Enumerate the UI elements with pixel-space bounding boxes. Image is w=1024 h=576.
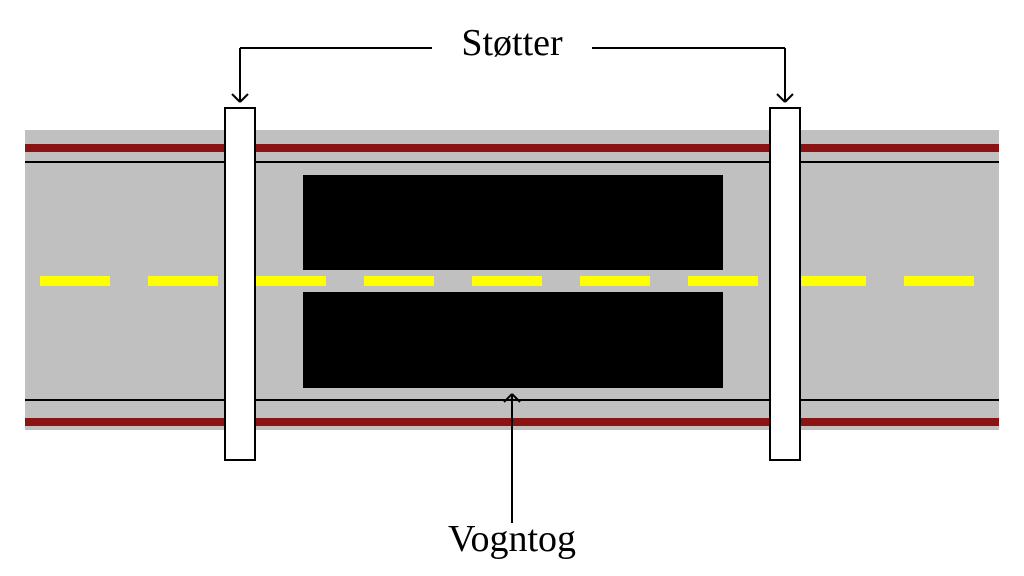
arrow-head bbox=[232, 94, 240, 102]
label-supports: Støtter bbox=[461, 22, 563, 64]
arrow-head bbox=[240, 94, 248, 102]
center-dash bbox=[364, 276, 434, 286]
vehicle-upper bbox=[303, 175, 723, 270]
center-dash bbox=[688, 276, 758, 286]
center-dash bbox=[796, 276, 866, 286]
arrow-head bbox=[777, 94, 785, 102]
center-dash bbox=[904, 276, 974, 286]
center-dash bbox=[40, 276, 110, 286]
support-left bbox=[225, 108, 255, 460]
center-dash bbox=[148, 276, 218, 286]
vehicle-lower bbox=[303, 292, 723, 388]
edge-stripe-top bbox=[25, 144, 999, 152]
support-right bbox=[770, 108, 800, 460]
center-dash bbox=[580, 276, 650, 286]
arrow-head bbox=[785, 94, 793, 102]
label-vehicle: Vogntog bbox=[448, 518, 576, 560]
center-dash bbox=[472, 276, 542, 286]
center-dash bbox=[256, 276, 326, 286]
